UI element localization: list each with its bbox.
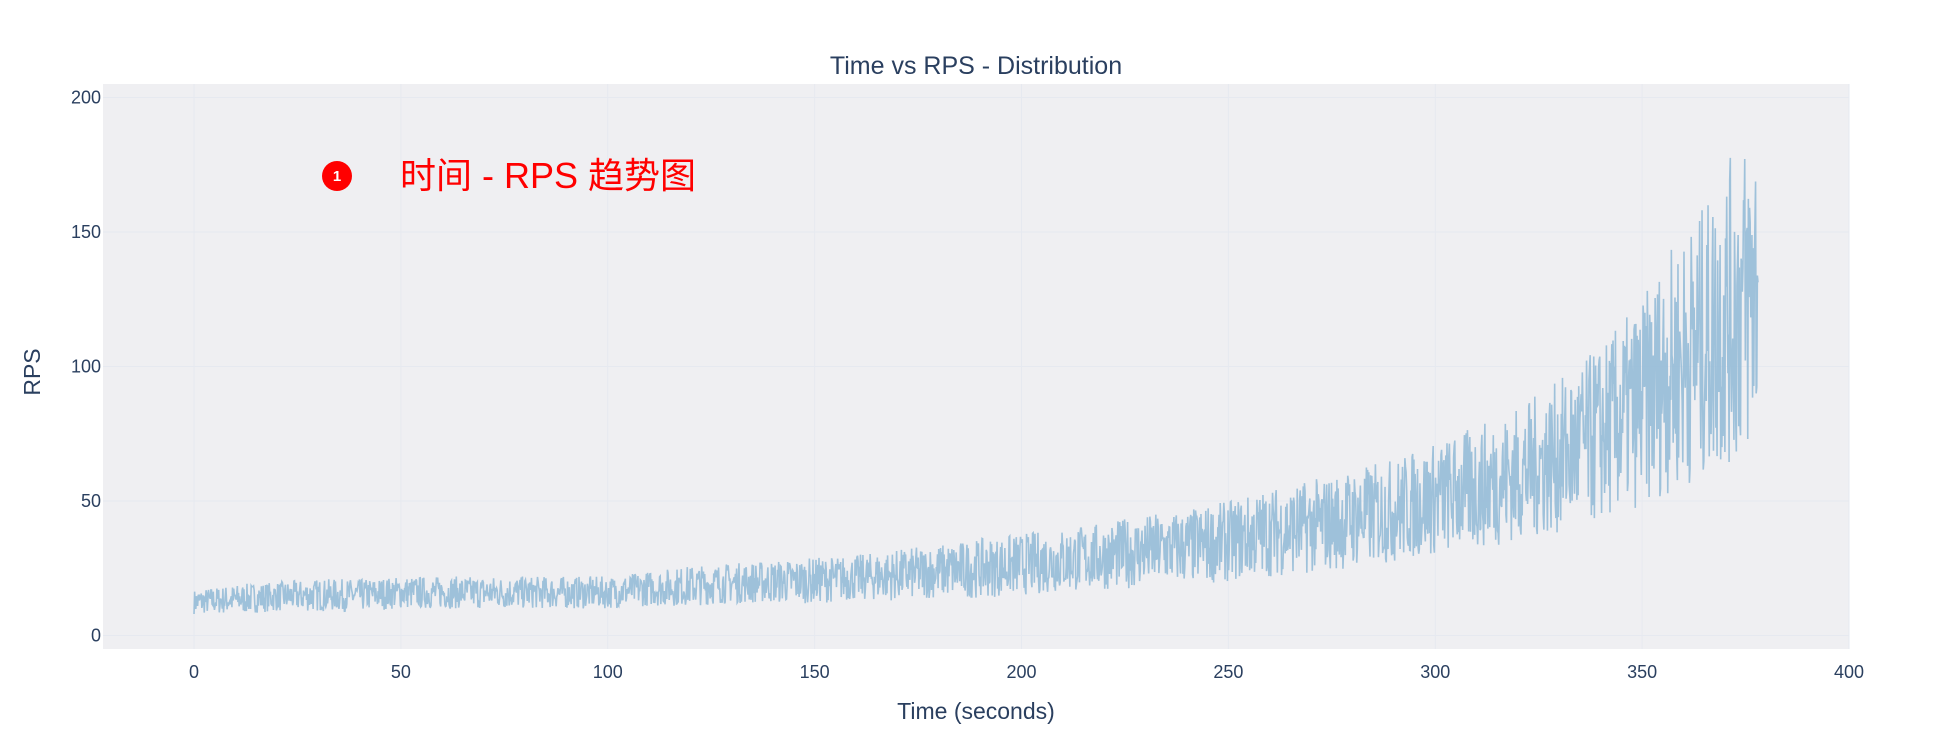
annotation-text: 时间 - RPS 趋势图 <box>400 155 696 196</box>
y-tick-label: 50 <box>81 491 101 511</box>
y-tick-label: 100 <box>71 357 101 377</box>
y-tick-label: 200 <box>71 87 101 107</box>
x-tick-label: 150 <box>800 662 830 682</box>
x-tick-label: 50 <box>391 662 411 682</box>
series-rps <box>193 157 1759 615</box>
x-tick-label: 0 <box>189 662 199 682</box>
y-axis-ticks: 0 50 100 150 200 <box>71 87 101 645</box>
y-axis-title: RPS <box>19 348 45 395</box>
x-tick-label: 400 <box>1834 662 1864 682</box>
annotation-marker-number: 1 <box>333 168 341 185</box>
chart-title: Time vs RPS - Distribution <box>830 52 1122 80</box>
x-tick-label: 300 <box>1420 662 1450 682</box>
annotation: 1 时间 - RPS 趋势图 <box>322 155 696 196</box>
x-tick-label: 250 <box>1213 662 1243 682</box>
x-tick-label: 100 <box>593 662 623 682</box>
x-tick-label: 350 <box>1627 662 1657 682</box>
x-axis-title: Time (seconds) <box>897 698 1055 724</box>
rps-series-line <box>193 157 1759 615</box>
annotation-marker <box>322 161 352 191</box>
x-tick-label: 200 <box>1006 662 1036 682</box>
y-tick-label: 150 <box>71 222 101 242</box>
y-tick-label: 0 <box>91 626 101 646</box>
x-axis-ticks: 0 50 100 150 200 250 300 350 400 <box>189 662 1864 682</box>
